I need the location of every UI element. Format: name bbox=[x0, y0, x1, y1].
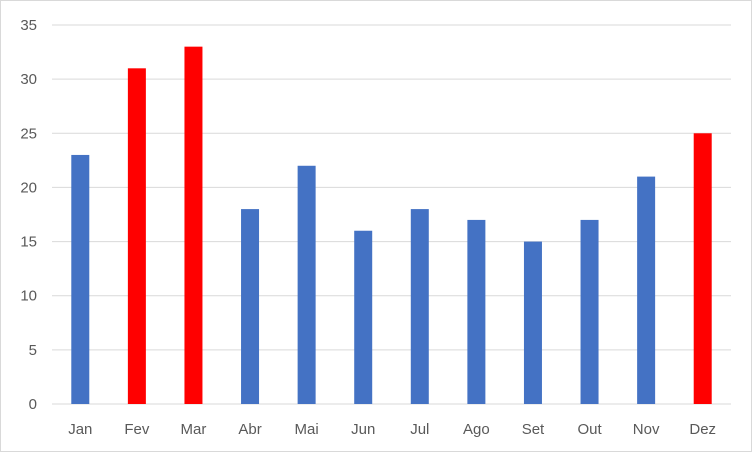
y-tick-label: 5 bbox=[29, 342, 37, 359]
gridlines bbox=[52, 24, 731, 405]
bar-mar bbox=[184, 46, 203, 405]
x-tick-label-set: Set bbox=[522, 421, 545, 438]
x-tick-label-jan: Jan bbox=[68, 421, 92, 438]
x-tick-label-mai: Mai bbox=[295, 421, 319, 438]
x-tick-label-jul: Jul bbox=[410, 421, 429, 438]
bars bbox=[71, 46, 712, 405]
y-tick-label: 30 bbox=[20, 71, 37, 88]
x-tick-label-mar: Mar bbox=[181, 421, 207, 438]
x-tick-label-fev: Fev bbox=[124, 421, 150, 438]
y-tick-label: 35 bbox=[20, 17, 37, 34]
x-tick-label-jun: Jun bbox=[351, 421, 375, 438]
bar-mai bbox=[297, 165, 316, 404]
bar-fev bbox=[127, 68, 146, 405]
bar-jul bbox=[410, 209, 429, 404]
bar-nov bbox=[637, 176, 656, 404]
bar-set bbox=[523, 241, 542, 404]
y-tick-label: 0 bbox=[29, 396, 37, 413]
x-tick-label-out: Out bbox=[577, 421, 602, 438]
bar-ago bbox=[467, 219, 486, 404]
y-tick-label: 25 bbox=[20, 125, 37, 142]
x-tick-label-dez: Dez bbox=[689, 421, 716, 438]
y-axis-tick-labels: 0 5 10 15 20 25 30 35 bbox=[20, 17, 37, 413]
bar-abr bbox=[241, 209, 260, 404]
y-tick-label: 15 bbox=[20, 234, 37, 251]
bar-out bbox=[580, 219, 599, 404]
x-tick-label-abr: Abr bbox=[238, 421, 261, 438]
y-tick-label: 10 bbox=[20, 288, 37, 305]
x-tick-label-nov: Nov bbox=[633, 421, 660, 438]
bar-jun bbox=[354, 230, 373, 404]
x-tick-label-ago: Ago bbox=[463, 421, 490, 438]
x-axis-tick-labels: Jan Fev Mar Abr Mai Jun Jul Ago Set Out Nov Dez bbox=[68, 421, 716, 438]
bar-jan bbox=[71, 154, 90, 404]
y-tick-label: 20 bbox=[20, 179, 37, 196]
bar-dez bbox=[693, 133, 712, 405]
